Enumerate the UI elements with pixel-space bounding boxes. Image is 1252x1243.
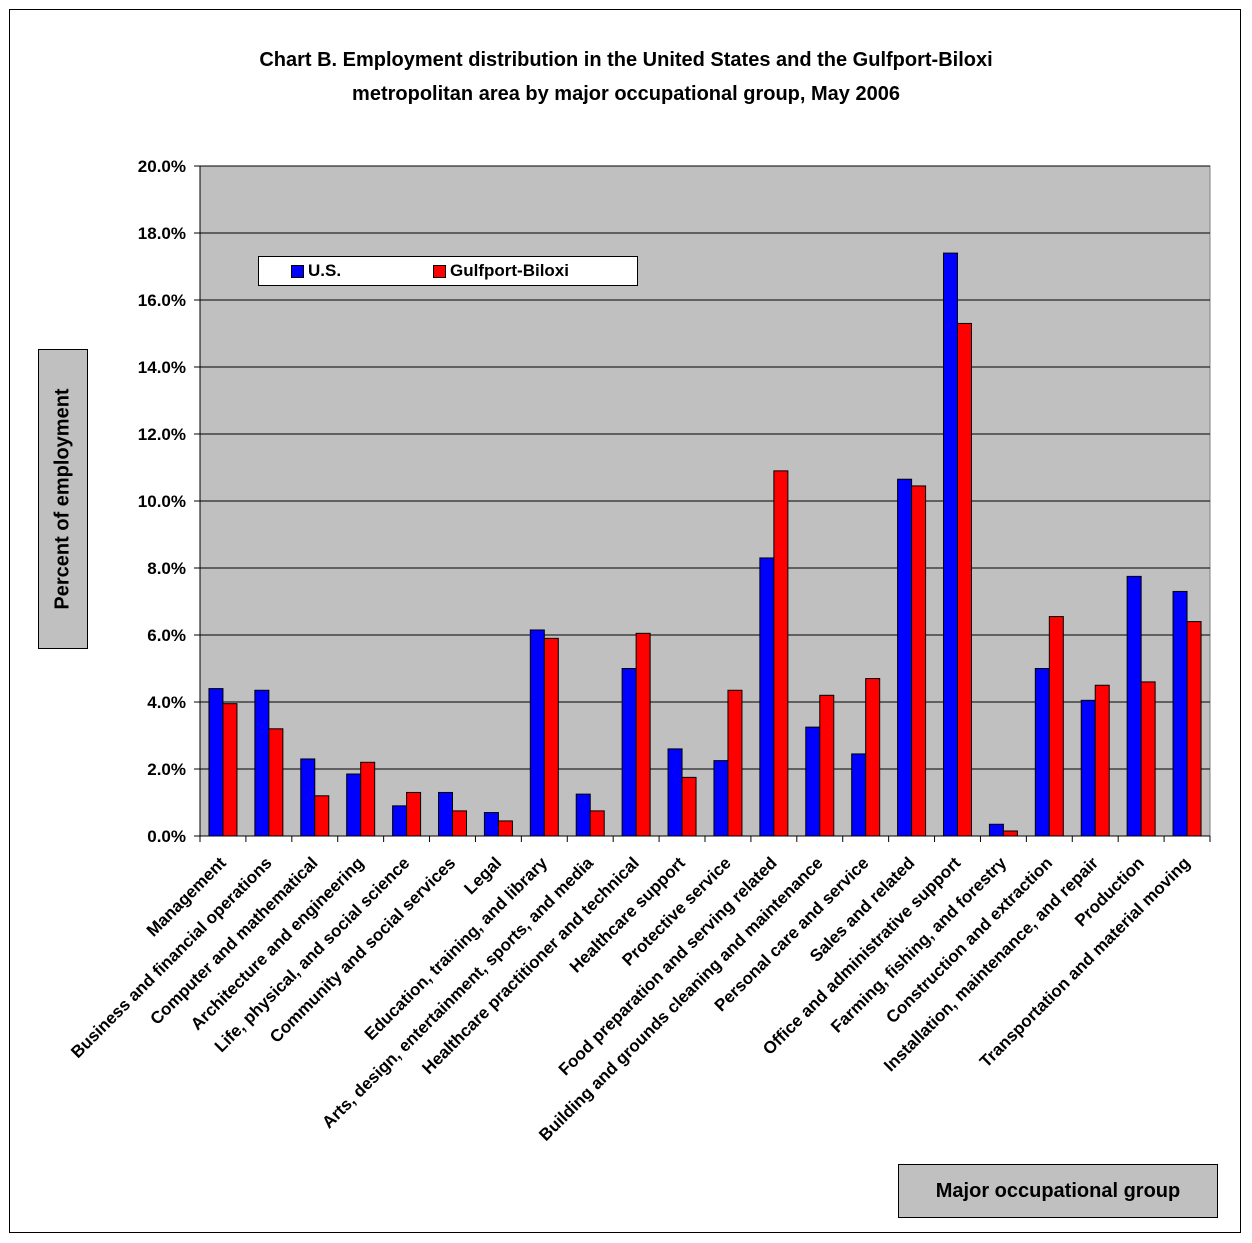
x-tick-label: Computer and mathematical bbox=[147, 853, 322, 1028]
bar-gulfport-biloxi bbox=[635, 632, 651, 837]
bar-us bbox=[254, 689, 270, 837]
bar-us bbox=[208, 688, 224, 837]
bar-us bbox=[1080, 699, 1096, 837]
y-tick-label: 10.0% bbox=[138, 492, 186, 511]
x-tick-label: Construction and extraction bbox=[882, 853, 1056, 1027]
bar-us bbox=[667, 748, 683, 837]
x-axis-title: Major occupational group bbox=[898, 1164, 1218, 1218]
bar-gulfport-biloxi bbox=[1094, 684, 1110, 837]
bar-gulfport-biloxi bbox=[268, 728, 284, 837]
x-tick-label: Management bbox=[143, 853, 230, 940]
bar-gulfport-biloxi bbox=[819, 694, 835, 837]
legend-label-gulfport-biloxi: Gulfport-Biloxi bbox=[450, 261, 569, 280]
bar-gulfport-biloxi bbox=[1002, 830, 1018, 837]
bar-gulfport-biloxi bbox=[497, 820, 513, 837]
bar-us bbox=[713, 760, 729, 837]
bar-gulfport-biloxi bbox=[957, 322, 972, 837]
bar-us bbox=[346, 773, 362, 837]
bar-us bbox=[529, 629, 545, 837]
y-axis-title: Percent of employment bbox=[51, 388, 74, 610]
bar-gulfport-biloxi bbox=[865, 678, 881, 837]
y-tick-label: 4.0% bbox=[147, 693, 186, 712]
bar-gulfport-biloxi bbox=[222, 703, 238, 837]
bar-us bbox=[438, 791, 453, 837]
y-tick-label: 0.0% bbox=[147, 827, 186, 846]
bar-gulfport-biloxi bbox=[314, 795, 330, 837]
y-axis: 0.0% 2.0% 4.0% 6.0% 8.0% 10.0% 12.0% 14.0% 16.0%… bbox=[138, 157, 201, 846]
y-tick-label: 14.0% bbox=[138, 358, 186, 377]
bar-gulfport-biloxi bbox=[773, 470, 789, 837]
chart-title-line-2: metropolitan area by major occupational … bbox=[352, 83, 900, 105]
bar-us bbox=[300, 758, 316, 837]
bar-us bbox=[1172, 590, 1188, 837]
bar-gulfport-biloxi bbox=[589, 810, 605, 837]
chart-title-line-1: Chart B. Employment distribution in the … bbox=[259, 49, 993, 71]
y-tick-label: 6.0% bbox=[147, 626, 186, 645]
bar-gulfport-biloxi bbox=[681, 776, 697, 837]
y-axis-title-box bbox=[38, 349, 88, 649]
legend-item-us: U.S. bbox=[291, 257, 341, 285]
bar-us bbox=[988, 823, 1004, 837]
bar-gulfport-biloxi bbox=[727, 689, 743, 837]
bar-gulfport-biloxi bbox=[543, 637, 559, 837]
y-tick-label: 20.0% bbox=[138, 157, 186, 176]
bar-gulfport-biloxi bbox=[1140, 681, 1156, 837]
bar-us bbox=[483, 812, 499, 837]
bar-us bbox=[897, 478, 913, 837]
bar-gulfport-biloxi bbox=[360, 761, 376, 837]
bars bbox=[208, 252, 1202, 837]
legend-label-us: U.S. bbox=[308, 261, 342, 280]
bar-us bbox=[851, 753, 867, 837]
bar-gulfport-biloxi bbox=[911, 485, 927, 837]
y-tick-label: 8.0% bbox=[147, 559, 186, 578]
y-tick-label: 2.0% bbox=[147, 760, 186, 779]
bar-us bbox=[392, 805, 408, 837]
bar-us bbox=[759, 557, 775, 837]
y-tick-label: 18.0% bbox=[138, 224, 186, 243]
bar-gulfport-biloxi bbox=[406, 791, 422, 837]
chart-title: Chart B. Employment distribution in the … bbox=[0, 43, 1252, 111]
legend-item-gulfport-biloxi: Gulfport-Biloxi bbox=[433, 257, 569, 285]
y-tick-label: 12.0% bbox=[138, 425, 186, 444]
bar-gulfport-biloxi bbox=[452, 810, 467, 837]
legend: U.S. Gulfport-Biloxi bbox=[258, 256, 638, 286]
legend-swatch-gulfport-biloxi bbox=[433, 264, 446, 278]
bar-us bbox=[621, 668, 637, 837]
bar-us bbox=[943, 252, 958, 837]
bar-us bbox=[805, 726, 821, 837]
bar-us bbox=[1126, 575, 1142, 837]
bar-us bbox=[575, 793, 591, 837]
bar-us bbox=[1034, 668, 1050, 837]
y-tick-label: 16.0% bbox=[138, 291, 186, 310]
bar-gulfport-biloxi bbox=[1048, 616, 1064, 837]
bar-gulfport-biloxi bbox=[1186, 621, 1202, 837]
legend-swatch-us bbox=[291, 264, 304, 278]
